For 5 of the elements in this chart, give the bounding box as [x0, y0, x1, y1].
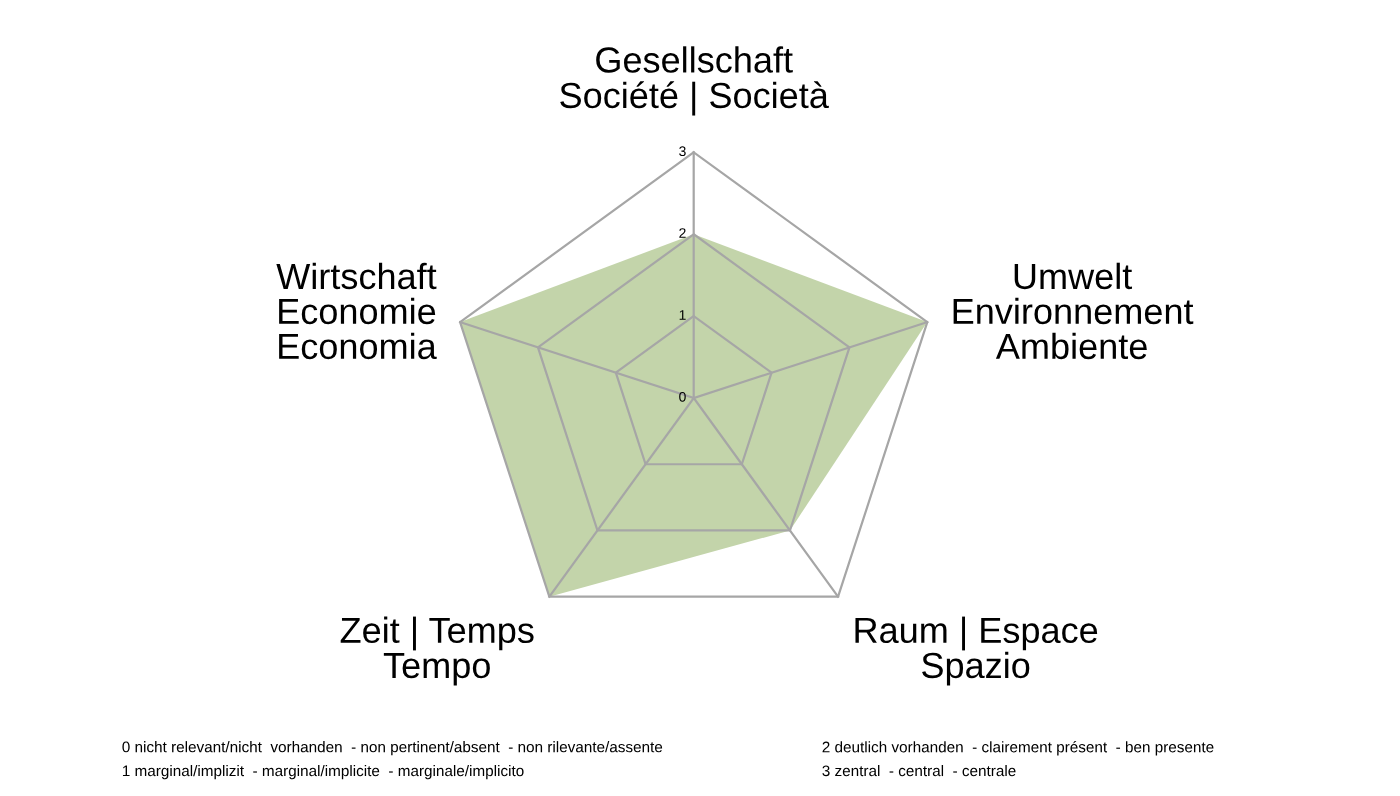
spoke-label: Umwelt Environnement Ambiente: [953, 262, 1194, 360]
spoke-label: Zeit | Temps Tempo: [340, 616, 534, 686]
spoke-label: Raum | Espace Spazio: [855, 616, 1098, 686]
spoke-label: Gesellschaft Société | Società: [560, 46, 829, 116]
spoke-label: Wirtschaft Economie Economia: [276, 262, 437, 360]
